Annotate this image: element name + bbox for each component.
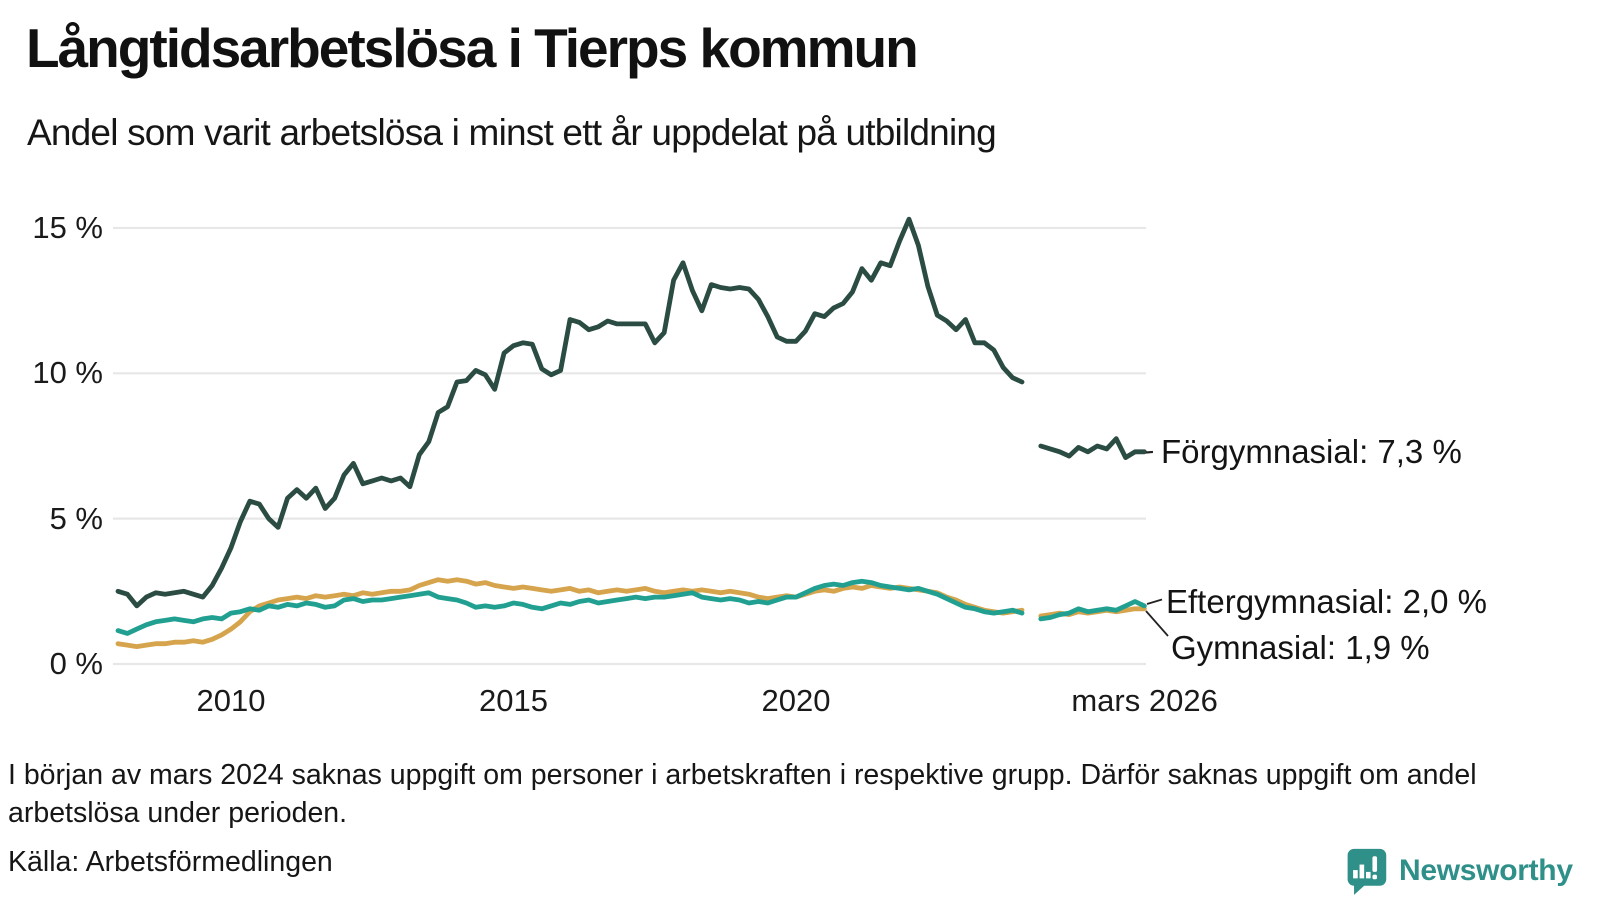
gridlines [113,226,1146,666]
x-axis-tick-label: 2010 [196,683,266,718]
newsworthy-logo: Newsworthy [1343,846,1573,896]
y-axis-tick-label: 5 % [49,500,103,536]
chart-footnote: I början av mars 2024 saknas uppgift om … [8,759,1477,829]
series-label-eftergymnasial: Eftergymnasial: 2,0 % [1166,582,1487,620]
series-lines [115,216,1147,649]
series-label-gymnasial: Gymnasial: 1,9 % [1171,628,1430,666]
newsworthy-logo-icon [1347,848,1387,895]
x-axis-tick-label: 2015 [479,683,548,718]
y-axis-tick-label: 15 % [32,209,103,245]
y-axis-tick-label: 0 % [49,646,103,681]
x-axis-tick-label: mars 2026 [1071,683,1218,718]
chart-subtitle: Andel som varit arbetslösa i minst ett å… [27,112,997,153]
source-attribution: Källa: Arbetsförmedlingen [8,846,333,878]
y-axis-tick-label: 10 % [32,355,103,391]
label-connectors [1145,450,1169,637]
page-title: Långtidsarbetslösa i Tierps kommun [26,17,919,79]
x-axis-tick-label: 2020 [761,683,831,718]
newsworthy-logo-text: Newsworthy [1399,854,1573,887]
series-label-forgymnasial: Förgymnasial: 7,3 % [1161,432,1462,470]
